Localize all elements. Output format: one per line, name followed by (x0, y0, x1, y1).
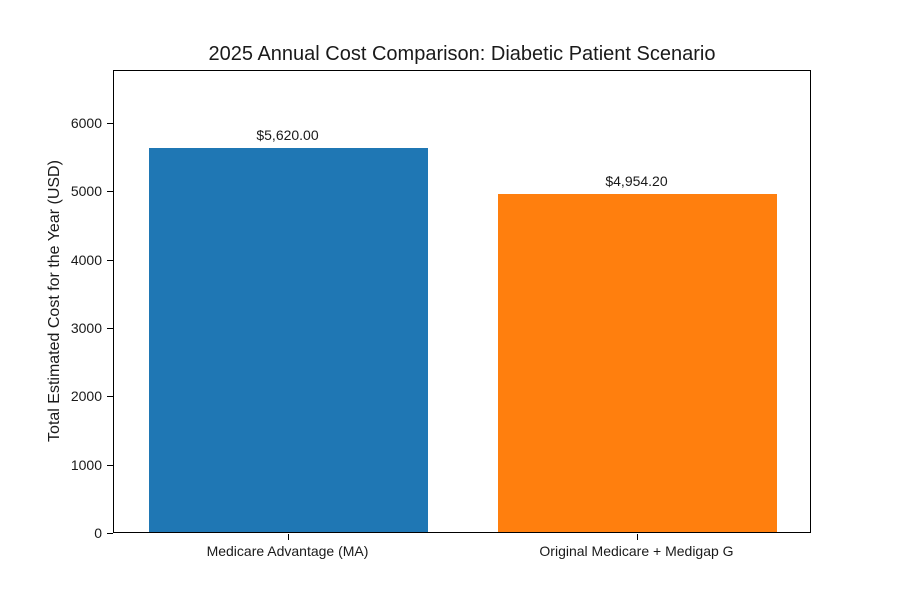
y-tick-mark (107, 328, 113, 330)
bar-0 (148, 148, 429, 532)
x-tick-label: Medicare Advantage (MA) (206, 543, 369, 559)
plot-area (113, 70, 811, 533)
y-tick-mark (107, 464, 113, 466)
x-tick-label: Original Medicare + Medigap G (539, 543, 734, 559)
x-tick-mark (636, 534, 638, 540)
y-tick-label: 4000 (70, 251, 102, 268)
y-tick-label: 6000 (70, 115, 102, 132)
y-tick-mark (107, 396, 113, 398)
y-tick-label: 2000 (70, 388, 102, 405)
y-tick-mark (107, 191, 113, 193)
bar-1 (497, 193, 778, 532)
x-tick-mark (287, 534, 289, 540)
bar-value-label: $4,954.20 (605, 172, 668, 189)
y-tick-mark (107, 123, 113, 125)
y-tick-mark (107, 533, 113, 534)
y-tick-label: 3000 (70, 320, 102, 337)
y-tick-mark (107, 259, 113, 261)
y-tick-label: 5000 (70, 183, 102, 200)
y-tick-label: 0 (94, 525, 102, 541)
bar-value-label: $5,620.00 (256, 127, 319, 144)
y-tick-label: 1000 (70, 456, 102, 473)
chart-title: 2025 Annual Cost Comparison: Diabetic Pa… (208, 43, 716, 65)
